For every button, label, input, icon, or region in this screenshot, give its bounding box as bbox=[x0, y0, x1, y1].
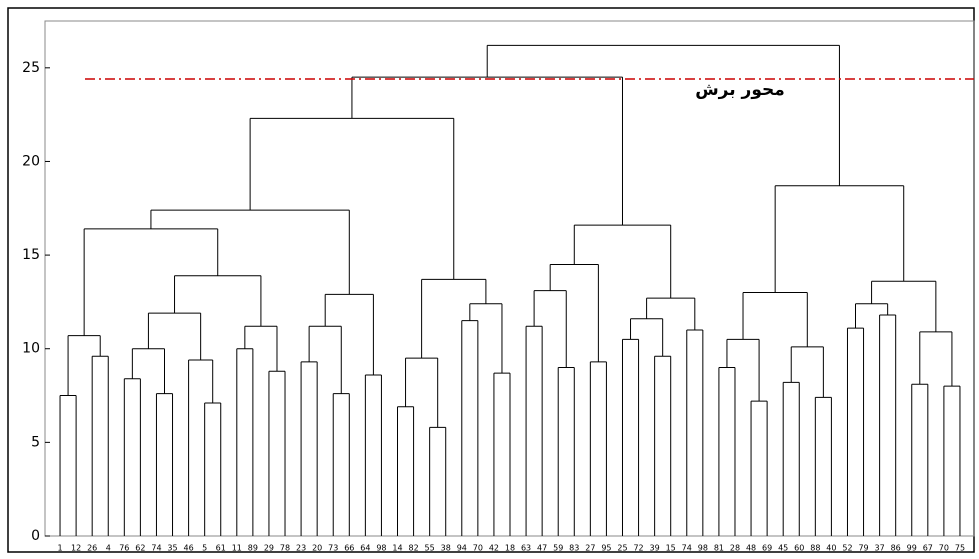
leaf-label: 67 bbox=[923, 544, 933, 553]
leaf-label: 62 bbox=[135, 544, 145, 553]
leaf-label: 11 bbox=[232, 544, 242, 553]
leaf-label: 4 bbox=[106, 544, 111, 553]
leaf-label: 52 bbox=[842, 544, 852, 553]
leaf-label: 74 bbox=[682, 544, 692, 553]
y-tick-label: 25 bbox=[22, 60, 40, 76]
leaf-label: 45 bbox=[778, 544, 788, 553]
leaf-label: 95 bbox=[601, 544, 611, 553]
leaf-label: 83 bbox=[569, 544, 579, 553]
leaf-label: 26 bbox=[87, 544, 97, 553]
leaf-label: 29 bbox=[264, 544, 274, 553]
leaf-label: 28 bbox=[730, 544, 740, 553]
leaf-label: 70 bbox=[939, 544, 949, 553]
leaf-label: 35 bbox=[167, 544, 177, 553]
leaf-label: 78 bbox=[280, 544, 290, 553]
leaf-label: 66 bbox=[344, 544, 354, 553]
leaf-label: 39 bbox=[650, 544, 660, 553]
leaf-label: 25 bbox=[617, 544, 627, 553]
leaf-label: 18 bbox=[505, 544, 515, 553]
leaf-label: 1 bbox=[57, 544, 62, 553]
leaf-label: 38 bbox=[441, 544, 451, 553]
leaf-label: 86 bbox=[891, 544, 901, 553]
leaf-label: 98 bbox=[698, 544, 708, 553]
leaf-label: 59 bbox=[553, 544, 563, 553]
leaf-label: 76 bbox=[119, 544, 129, 553]
leaf-label: 46 bbox=[184, 544, 194, 553]
leaf-label: 79 bbox=[858, 544, 868, 553]
leaf-label: 88 bbox=[810, 544, 820, 553]
leaf-label: 42 bbox=[489, 544, 499, 553]
y-tick-label: 15 bbox=[22, 247, 40, 263]
y-tick-label: 20 bbox=[22, 153, 40, 169]
leaf-label: 61 bbox=[216, 544, 226, 553]
leaf-label: 70 bbox=[473, 544, 483, 553]
frame bbox=[8, 8, 974, 552]
leaf-label: 98 bbox=[376, 544, 386, 553]
leaf-label: 75 bbox=[955, 544, 965, 553]
leaf-label: 40 bbox=[826, 544, 836, 553]
leaf-label: 94 bbox=[457, 544, 467, 553]
leaf-label: 64 bbox=[360, 544, 370, 553]
leaf-label: 89 bbox=[248, 544, 258, 553]
leaf-label: 14 bbox=[392, 544, 402, 553]
leaf-label: 5 bbox=[202, 544, 207, 553]
leaf-label: 74 bbox=[151, 544, 161, 553]
leaf-label: 15 bbox=[666, 544, 676, 553]
leaf-label: 82 bbox=[408, 544, 418, 553]
leaf-label: 81 bbox=[714, 544, 724, 553]
page: {"chart_data":{"type":"dendrogram","ylim… bbox=[0, 0, 979, 559]
chart: 0510152025112264766274354656111892978232… bbox=[0, 0, 979, 559]
leaf-label: 63 bbox=[521, 544, 531, 553]
leaf-label: 48 bbox=[746, 544, 756, 553]
leaf-label: 27 bbox=[585, 544, 595, 553]
leaf-label: 12 bbox=[71, 544, 81, 553]
leaf-label: 69 bbox=[762, 544, 772, 553]
leaf-label: 55 bbox=[425, 544, 435, 553]
y-tick-label: 0 bbox=[31, 528, 40, 544]
y-tick-label: 5 bbox=[31, 434, 40, 450]
leaf-label: 23 bbox=[296, 544, 306, 553]
leaf-label: 72 bbox=[633, 544, 643, 553]
leaf-label: 60 bbox=[794, 544, 804, 553]
leaf-label: 99 bbox=[907, 544, 917, 553]
leaf-label: 20 bbox=[312, 544, 322, 553]
leaf-label: 47 bbox=[537, 544, 547, 553]
leaf-label: 37 bbox=[875, 544, 885, 553]
leaf-label: 73 bbox=[328, 544, 338, 553]
y-tick-label: 10 bbox=[22, 341, 40, 357]
cut-line-label: محور برش bbox=[695, 80, 785, 100]
